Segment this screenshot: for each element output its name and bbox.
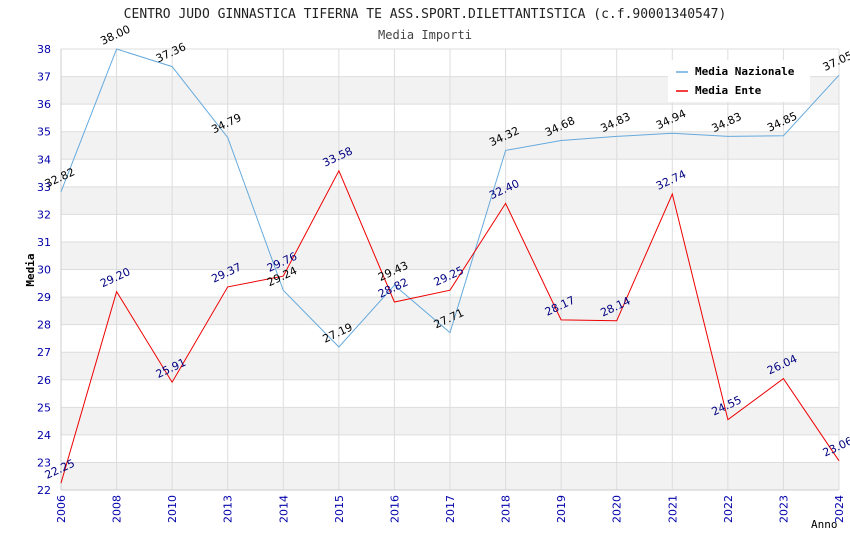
grid-lines	[60, 48, 840, 491]
y-tick-label-22: 22	[37, 484, 51, 497]
x-tick-label-2022: 2022	[722, 495, 735, 523]
y-tick-label-34: 34	[37, 153, 51, 166]
y-tick-label-37: 37	[37, 71, 51, 84]
x-tick-labels: 2006 2008 2010 2013 2014 2015 2016 2017 2018 2019…	[55, 495, 846, 523]
y-tick-label-38: 38	[37, 43, 51, 56]
x-tick-label-2020: 2020	[611, 495, 624, 523]
legend-label-nazionale: Media Nazionale	[695, 65, 795, 78]
y-tick-label-30: 30	[37, 264, 51, 277]
x-tick-label-2016: 2016	[388, 495, 401, 523]
x-tick-label-2013: 2013	[222, 495, 235, 523]
y-tick-label-27: 27	[37, 346, 51, 359]
y-tick-label-35: 35	[37, 126, 51, 139]
y-tick-label-23: 23	[37, 456, 51, 469]
axes	[60, 49, 839, 491]
y-tick-label-31: 31	[37, 236, 51, 249]
x-tick-label-2010: 2010	[166, 495, 179, 523]
x-tick-label-2014: 2014	[277, 495, 290, 523]
x-tick-label-2006: 2006	[55, 495, 68, 523]
chart-subtitle: Media Importi	[378, 28, 472, 42]
x-tick-label-2023: 2023	[777, 495, 790, 523]
x-tick-label-2024: 2024	[833, 495, 846, 523]
y-tick-label-32: 32	[37, 208, 51, 221]
y-tick-label-29: 29	[37, 291, 51, 304]
x-tick-label-2008: 2008	[111, 495, 124, 523]
x-tick-label-2017: 2017	[444, 495, 457, 523]
x-tick-label-2021: 2021	[666, 495, 679, 523]
chart-title: CENTRO JUDO GINNASTICA TIFERNA TE ASS.SP…	[124, 7, 727, 22]
y-tick-labels: 22 23 24 25 26 27 28 29 30 31 32 33 34 35 36 37 38	[37, 43, 51, 497]
series-line-1	[60, 169, 840, 484]
x-axis-label: Anno	[811, 518, 838, 531]
y-tick-label-26: 26	[37, 374, 51, 387]
x-tick-label-2019: 2019	[555, 495, 568, 523]
y-tick-label-24: 24	[37, 429, 51, 442]
series-line-0	[60, 48, 840, 348]
legend-box	[668, 60, 810, 102]
legend: Media Nazionale Media Ente	[668, 60, 810, 102]
legend-label-ente: Media Ente	[695, 84, 762, 97]
y-tick-label-33: 33	[37, 181, 51, 194]
y-tick-label-28: 28	[37, 319, 51, 332]
x-tick-label-2018: 2018	[500, 495, 513, 523]
x-tick-label-2015: 2015	[333, 495, 346, 523]
data-label-s0-2008: 38.00	[98, 23, 132, 48]
series-lines	[60, 48, 840, 484]
y-tick-label-36: 36	[37, 98, 51, 111]
y-axis-label: Media	[24, 253, 37, 286]
y-tick-label-25: 25	[37, 401, 51, 414]
